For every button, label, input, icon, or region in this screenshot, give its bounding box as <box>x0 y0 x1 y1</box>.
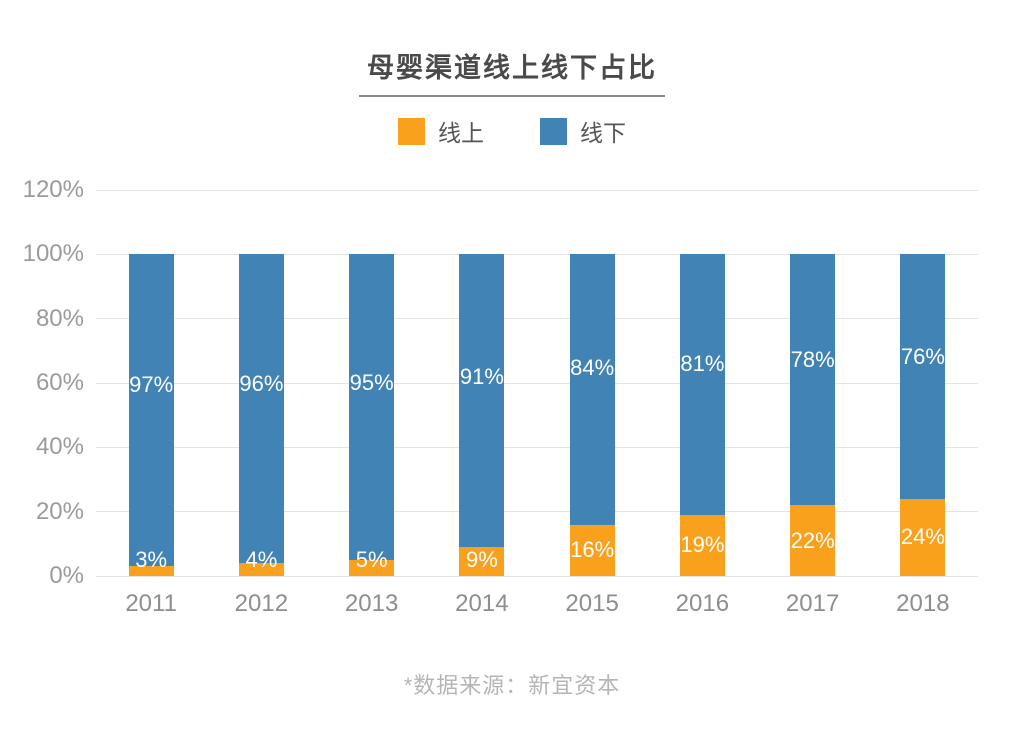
bar-segment-online: 5% <box>349 547 395 576</box>
bar-group-2017: 78% 22% <box>790 254 836 576</box>
bar-segment-offline: 76% <box>900 254 946 499</box>
bar-segment-offline: 97% <box>128 254 174 567</box>
bar-segment-online: 4% <box>238 547 284 576</box>
bar-segment-offline: 81% <box>679 254 725 515</box>
bar-segment-offline: 91% <box>459 254 505 548</box>
bar-segment-online: 24% <box>900 498 946 576</box>
legend: 线上 线下 <box>0 114 1024 148</box>
legend-item-online: 线上 <box>398 114 484 148</box>
online-value-label: 3% <box>135 547 168 572</box>
gridline <box>96 511 978 513</box>
bar-segment-offline: 78% <box>790 254 836 506</box>
legend-item-offline: 线下 <box>540 114 626 148</box>
legend-swatch-icon <box>398 117 425 145</box>
bar-segment-offline: 84% <box>569 254 615 525</box>
offline-value-label: 84% <box>570 354 615 380</box>
legend-label: 线下 <box>580 120 626 146</box>
bar-segment-online: 16% <box>569 524 615 576</box>
x-axis-tick-label: 2014 <box>455 590 509 617</box>
source-note: *数据来源：新宜资本 <box>403 673 621 698</box>
bar-segment-offline: 96% <box>238 254 284 564</box>
x-axis-tick-label: 2012 <box>234 590 289 617</box>
y-axis-tick-label: 0% <box>49 562 84 589</box>
online-value-label: 22% <box>790 527 835 553</box>
online-value-label: 19% <box>680 532 725 558</box>
bar-group-2013: 95% 5% <box>349 254 395 576</box>
offline-value-label: 96% <box>239 371 284 397</box>
bar-group-2014: 91% 9% <box>459 254 505 576</box>
x-axis-tick-label: 2018 <box>896 590 950 617</box>
bar-segment-online: 19% <box>679 514 725 576</box>
online-value-label: 24% <box>900 524 945 550</box>
bar-group-2018: 76% 24% <box>900 254 946 576</box>
offline-value-label: 97% <box>129 372 174 398</box>
bar-segment-online: 3% <box>128 547 174 576</box>
online-value-label: 16% <box>570 537 615 563</box>
bar-segment-online: 9% <box>459 546 505 576</box>
bar-group-2012: 96% 4% <box>238 254 284 576</box>
offline-value-label: 91% <box>459 364 504 390</box>
y-axis-tick-label: 20% <box>35 497 84 525</box>
bar-group-2011: 97% 3% <box>128 254 174 576</box>
gridline <box>96 253 978 255</box>
online-value-label: 5% <box>355 547 388 572</box>
offline-value-label: 76% <box>900 344 945 370</box>
x-axis-tick-label: 2016 <box>675 590 730 617</box>
chart-title-wrap: 母婴渠道线上线下占比 <box>0 46 1024 97</box>
chart-title: 母婴渠道线上线下占比 <box>359 46 665 97</box>
bar-segment-online: 22% <box>790 505 836 576</box>
plot-area: 0% 20% 40% 60% 80% 100% 120% 97% 3% 2011 96% 4% 2012… <box>23 176 978 617</box>
y-axis-tick-label: 100% <box>22 240 84 268</box>
y-axis-tick-label: 60% <box>35 369 84 396</box>
gridline <box>96 318 978 320</box>
y-axis-tick-label: 80% <box>35 304 84 332</box>
gridline <box>96 189 978 191</box>
bar-group-2015: 84% 16% <box>569 254 615 576</box>
offline-value-label: 95% <box>349 369 394 395</box>
x-axis-tick-label: 2017 <box>785 590 840 617</box>
gridline <box>96 382 978 384</box>
legend-label: 线上 <box>438 120 484 146</box>
gridline <box>96 446 978 448</box>
x-axis-tick-label: 2013 <box>344 590 399 617</box>
y-axis-tick-label: 40% <box>35 433 84 461</box>
y-axis-tick-label: 120% <box>22 176 84 203</box>
bar-segment-offline: 95% <box>349 254 395 560</box>
gridline <box>96 575 978 577</box>
x-axis-tick-label: 2011 <box>125 590 177 617</box>
offline-value-label: 78% <box>790 346 835 372</box>
legend-swatch-icon <box>540 117 567 145</box>
online-value-label: 9% <box>465 546 498 572</box>
bar-group-2016: 81% 19% <box>679 254 725 576</box>
online-value-label: 4% <box>245 547 278 572</box>
offline-value-label: 81% <box>680 350 725 376</box>
x-axis-tick-label: 2015 <box>565 590 619 617</box>
